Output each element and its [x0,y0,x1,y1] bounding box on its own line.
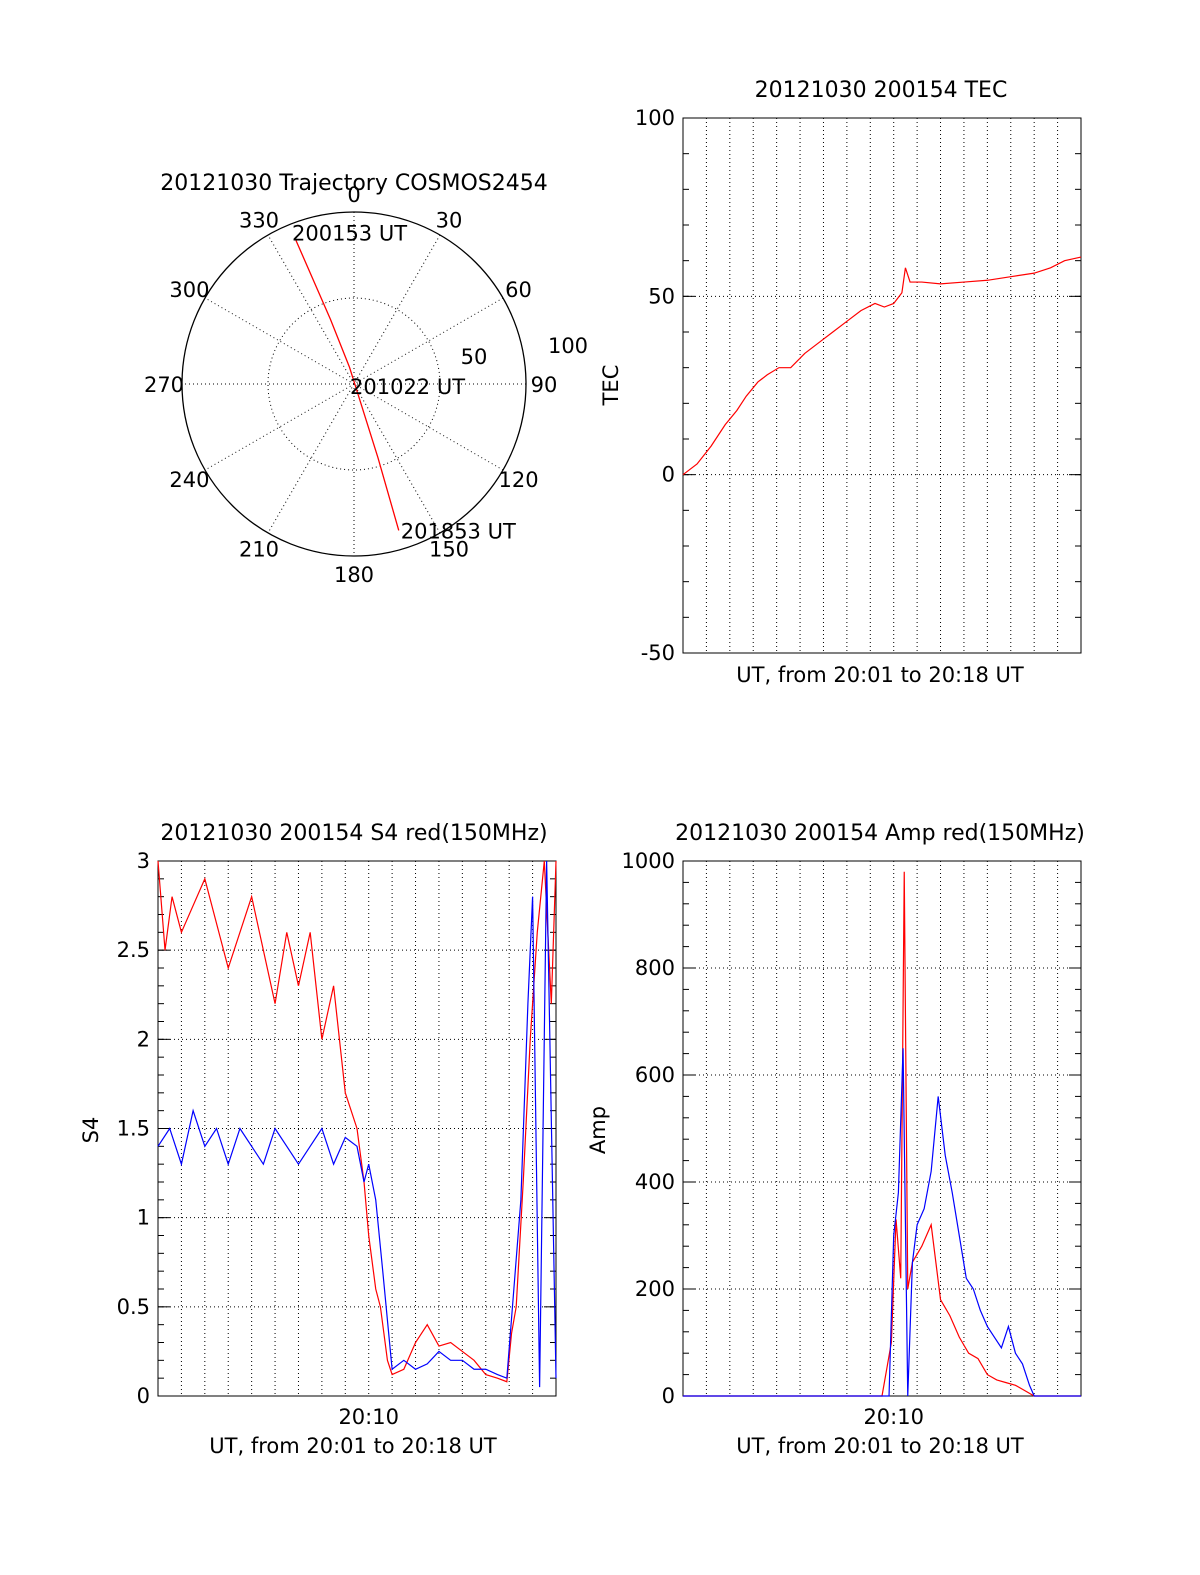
amp-ytick-label: 400 [635,1170,675,1194]
tec-ytick-label: 100 [635,106,675,130]
s4-chart: 20121030 200154 S4 red(150MHz) 0 0.5 1 1.5 2… [79,821,557,1458]
s4-axes: 0 0.5 1 1.5 2 2.5 3 20:10 [117,849,557,1429]
s4-ytick-label: 1.5 [117,1117,150,1141]
polar-inner-ring [267,297,441,471]
amp-axes: 0 200 400 600 800 1000 20:10 [622,849,1082,1429]
polar-angle-label: 270 [144,373,184,397]
polar-spoke [267,234,441,534]
s4-ytick-label: 3 [137,849,150,873]
polar-angle-label: 0 [347,183,360,207]
amp-chart: 20121030 200154 Amp red(150MHz) 0 200 400 6… [586,821,1085,1458]
s4-xlabel: UT, from 20:01 to 20:18 UT [209,1434,497,1458]
s4-ytick-label: 0.5 [117,1295,150,1319]
tec-chart: 20121030 200154 TEC -50 0 50 100 UT, from 2… [599,78,1082,687]
polar-angle-label: 90 [531,373,558,397]
tec-ylabel: TEC [599,365,623,407]
polar-annotations: 200153 UT 201022 UT 201853 UT [292,221,516,543]
amp-xtick-label: 20:10 [863,1405,924,1429]
trajectory-annotation: 201853 UT [401,519,516,543]
tec-ytick-label: 50 [648,284,675,308]
tec-ytick-label: 0 [662,463,675,487]
s4-series-line [157,860,557,1388]
amp-series-line [683,1048,1081,1397]
polar-radius-label: 50 [461,345,488,369]
polar-grid [181,211,527,557]
polar-radius-labels: 50 100 [461,334,588,369]
tec-frame [682,117,1082,654]
polar-angle-label: 60 [505,278,532,302]
tec-series [682,256,1082,476]
tec-ytick-label: -50 [641,641,675,665]
polar-angle-label: 30 [436,208,463,232]
amp-ylabel: Amp [586,1106,610,1154]
tec-axes: -50 0 50 100 [635,106,1082,665]
amp-ytick-label: 800 [635,956,675,980]
polar-angle-label: 300 [169,278,209,302]
s4-frame [157,860,557,1397]
s4-ytick-label: 1 [137,1206,150,1230]
trajectory-line [295,240,400,531]
polar-angle-label: 240 [169,468,209,492]
polar-angle-label: 150 [429,538,469,562]
s4-series-line [157,860,557,1383]
s4-ytick-label: 0 [137,1384,150,1408]
polar-angle-label: 180 [334,563,374,587]
s4-ytick-label: 2.5 [117,938,150,962]
amp-series [683,871,1081,1397]
tec-xlabel: UT, from 20:01 to 20:18 UT [736,663,1024,687]
polar-angle-label: 210 [239,538,279,562]
tec-series-line [682,256,1082,476]
s4-xtick-label: 20:10 [338,1405,399,1429]
s4-chart-title: 20121030 200154 S4 red(150MHz) [160,821,547,846]
amp-ytick-label: 0 [662,1384,675,1408]
s4-ylabel: S4 [79,1117,103,1144]
s4-series [157,860,557,1388]
trajectory-annotation: 200153 UT [292,221,407,245]
amp-ytick-label: 1000 [622,849,675,873]
amp-chart-title: 20121030 200154 Amp red(150MHz) [675,821,1085,846]
polar-track [295,240,400,531]
polar-angle-labels: 0 30 60 90 120 150 180 210 240 270 300 330 [144,183,557,587]
polar-chart-title: 20121030 Trajectory COSMOS2454 [160,171,547,196]
s4-ytick-label: 2 [137,1027,150,1051]
amp-ytick-label: 600 [635,1063,675,1087]
trajectory-annotation: 201022 UT [350,375,465,399]
polar-radius-label: 100 [548,334,588,358]
amp-series-line [683,871,1081,1397]
polar-angle-label: 120 [498,468,538,492]
amp-xlabel: UT, from 20:01 to 20:18 UT [736,1434,1024,1458]
tec-chart-title: 20121030 200154 TEC [755,78,1008,103]
amp-ytick-label: 200 [635,1277,675,1301]
polar-angle-label: 330 [239,208,279,232]
polar-chart: 20121030 Trajectory COSMOS2454 0 30 60 90 12… [144,171,588,587]
